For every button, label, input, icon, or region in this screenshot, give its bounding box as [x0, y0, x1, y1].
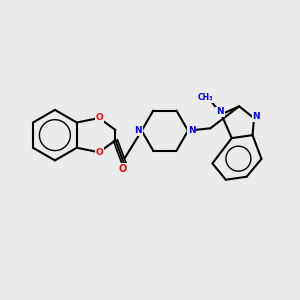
Text: CH₃: CH₃: [198, 94, 213, 103]
Text: N: N: [134, 126, 142, 135]
Text: O: O: [96, 148, 104, 157]
Text: N: N: [216, 107, 224, 116]
Text: N: N: [188, 126, 195, 135]
Text: O: O: [96, 113, 104, 122]
Text: N: N: [253, 112, 260, 121]
Text: O: O: [119, 164, 127, 175]
